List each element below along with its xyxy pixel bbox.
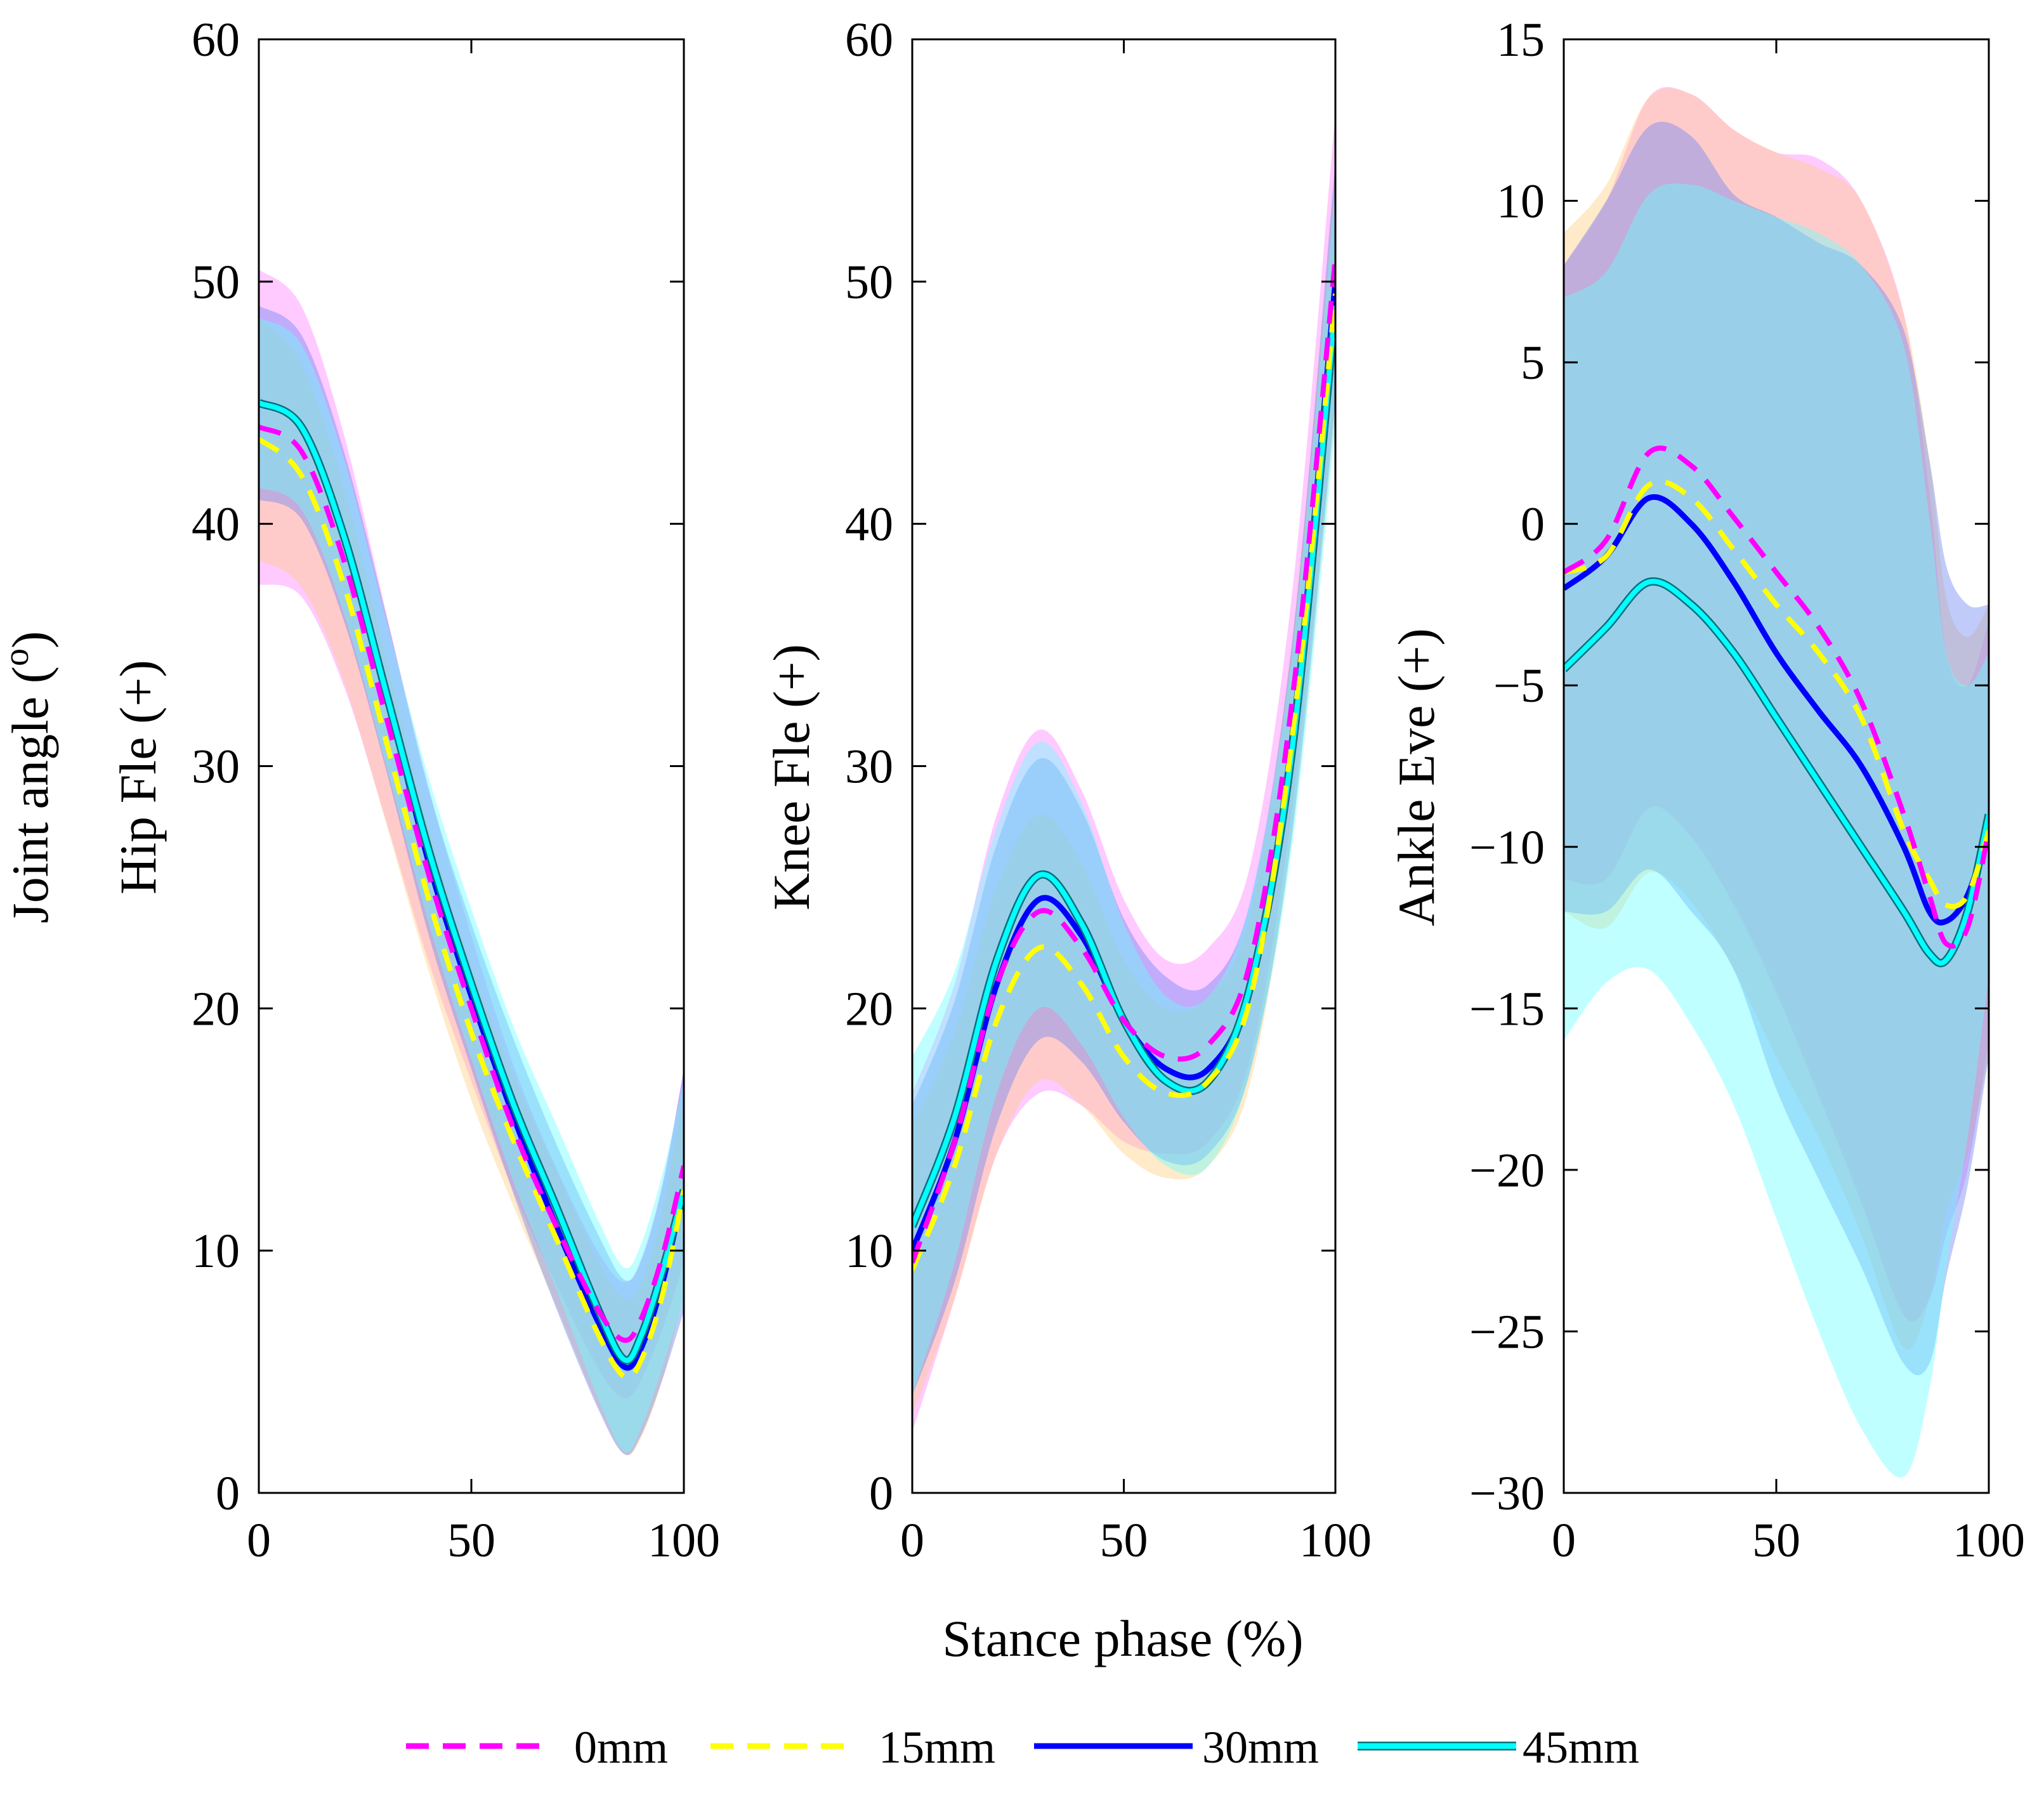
ankle-line-45mm [1564,579,1989,966]
ankle-line-0mm [1564,445,1989,949]
hip-ytick-label: 20 [192,982,240,1035]
hip-line-45mm [259,400,684,1363]
knee-band-30mm [912,160,1335,1396]
ankle-ylabel: Ankle Eve (+) [1387,628,1445,926]
hip-line-15mm [259,437,684,1381]
knee-line-45mm [912,305,1335,1228]
knee-lines [912,257,1335,1271]
hip-bands [259,269,684,1455]
hip-ytick-label: 60 [192,13,240,67]
ankle-ytick-label: −20 [1469,1144,1545,1197]
knee-ytick-label: 50 [845,256,893,309]
legend: 0mm 15mm 30mm 45mm [406,1722,1639,1773]
hip-ytick-label: 40 [192,498,240,551]
legend-label-30mm: 30mm [1202,1722,1319,1773]
hip-lines [259,398,684,1381]
ankle-ytick-label: −5 [1493,659,1545,713]
hip-band-45mm [259,318,684,1453]
legend-label-0mm: 0mm [574,1722,668,1773]
hip-ytick-label: 10 [192,1225,240,1278]
hip-flexion-panel: 0 10 20 30 40 50 60 0 50 100 Joint angle (o) Hip … [0,13,720,1567]
knee-flexion-panel: 0 10 20 30 40 50 60 0 50 100 Knee Fle (+) [763,13,1372,1567]
knee-xtick-label: 50 [1100,1514,1148,1567]
hip-line-0mm [259,424,684,1343]
knee-xtick-label: 0 [900,1514,924,1567]
knee-ylabel: Knee Fle (+) [763,644,820,910]
ankle-xtick-label: 100 [1953,1514,2025,1567]
ankle-ytick-label: 5 [1521,336,1545,390]
ankle-ytick-label: −25 [1469,1305,1545,1358]
knee-ytick-label: 20 [845,982,893,1035]
ankle-line-15mm [1564,479,1989,909]
ankle-line-30mm [1564,494,1989,926]
knee-ytick-label: 60 [845,13,893,67]
knee-bands [912,112,1335,1433]
ankle-lines [1564,445,1989,968]
hip-xtick-label: 50 [447,1514,495,1567]
knee-band-0mm [912,112,1335,1433]
ankle-band-0mm [1564,87,1989,1322]
ankle-bands [1564,87,1989,1478]
hip-ticks: 0 10 20 30 40 50 60 0 50 100 [192,13,720,1567]
hip-ytick-label: 0 [216,1467,240,1520]
legend-label-45mm: 45mm [1523,1722,1639,1773]
ankle-band-45mm [1564,183,1989,1478]
knee-ytick-label: 30 [845,740,893,794]
knee-band-45mm [912,185,1335,1396]
hip-xtick-label: 100 [648,1514,720,1567]
knee-ticks: 0 10 20 30 40 50 60 0 50 100 [845,13,1372,1567]
ankle-ytick-label: 15 [1497,13,1545,67]
ankle-xtick-label: 50 [1752,1514,1800,1567]
ankle-ytick-label: −10 [1469,821,1545,874]
knee-line-0mm [912,257,1335,1264]
shared-xlabel: Stance phase (%) [942,1610,1303,1667]
knee-line-15mm [912,293,1335,1271]
ankle-xtick-label: 0 [1552,1514,1576,1567]
hip-ytick-label: 50 [192,256,240,309]
knee-ytick-label: 10 [845,1225,893,1278]
ankle-ytick-label: 10 [1497,175,1545,228]
hip-ylabel-line2: Hip Fle (+) [109,660,167,895]
hip-ylabel-line1: Joint angle (o) [0,631,59,924]
hip-ytick-label: 30 [192,740,240,794]
knee-ytick-label: 0 [869,1467,893,1520]
hip-band-30mm [259,306,684,1455]
ankle-band-30mm [1564,121,1989,1376]
hip-band-0mm [259,269,684,1399]
ankle-ytick-label: −15 [1469,982,1545,1035]
knee-ytick-label: 40 [845,498,893,551]
hip-xtick-label: 0 [247,1514,271,1567]
ankle-ytick-label: 0 [1521,498,1545,551]
ankle-ytick-label: −30 [1469,1467,1545,1520]
knee-xtick-label: 100 [1299,1514,1372,1567]
knee-band-15mm [912,173,1335,1415]
ankle-eversion-panel: −30 −25 −20 −15 −10 −5 0 5 10 15 0 50 100 Ankle Eve … [1387,13,2025,1567]
legend-label-15mm: 15mm [879,1722,995,1773]
ankle-ticks: −30 −25 −20 −15 −10 −5 0 5 10 15 0 50 100 [1469,13,2025,1567]
